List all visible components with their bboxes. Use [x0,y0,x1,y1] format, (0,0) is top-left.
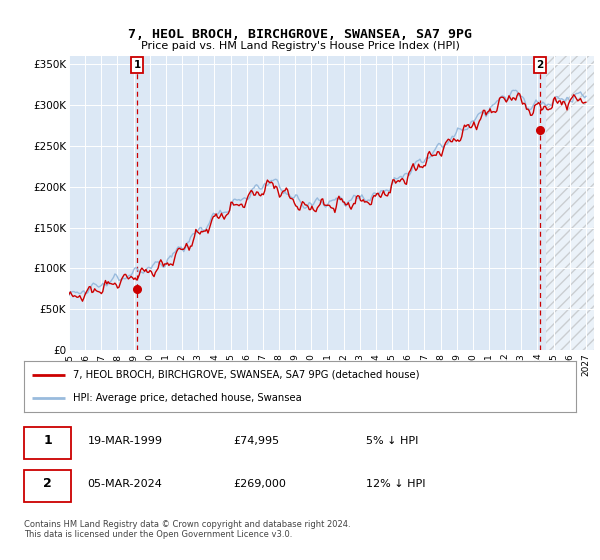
Bar [545,56,594,350]
Text: 5% ↓ HPI: 5% ↓ HPI [366,436,419,446]
Text: 05-MAR-2024: 05-MAR-2024 [88,479,163,489]
Text: 1: 1 [43,435,52,447]
Text: 2: 2 [536,60,544,70]
Text: £269,000: £269,000 [234,479,287,489]
Text: £74,995: £74,995 [234,436,280,446]
Text: 2: 2 [43,477,52,491]
Text: 7, HEOL BROCH, BIRCHGROVE, SWANSEA, SA7 9PG: 7, HEOL BROCH, BIRCHGROVE, SWANSEA, SA7 … [128,28,472,41]
Text: 12% ↓ HPI: 12% ↓ HPI [366,479,426,489]
Text: HPI: Average price, detached house, Swansea: HPI: Average price, detached house, Swan… [73,393,301,403]
Text: 1: 1 [133,60,140,70]
Text: Price paid vs. HM Land Registry's House Price Index (HPI): Price paid vs. HM Land Registry's House … [140,41,460,51]
FancyBboxPatch shape [24,427,71,459]
Text: Contains HM Land Registry data © Crown copyright and database right 2024.
This d: Contains HM Land Registry data © Crown c… [24,520,350,539]
FancyBboxPatch shape [24,469,71,502]
Text: 7, HEOL BROCH, BIRCHGROVE, SWANSEA, SA7 9PG (detached house): 7, HEOL BROCH, BIRCHGROVE, SWANSEA, SA7 … [73,370,419,380]
Text: 19-MAR-1999: 19-MAR-1999 [88,436,163,446]
Bar [545,56,594,350]
